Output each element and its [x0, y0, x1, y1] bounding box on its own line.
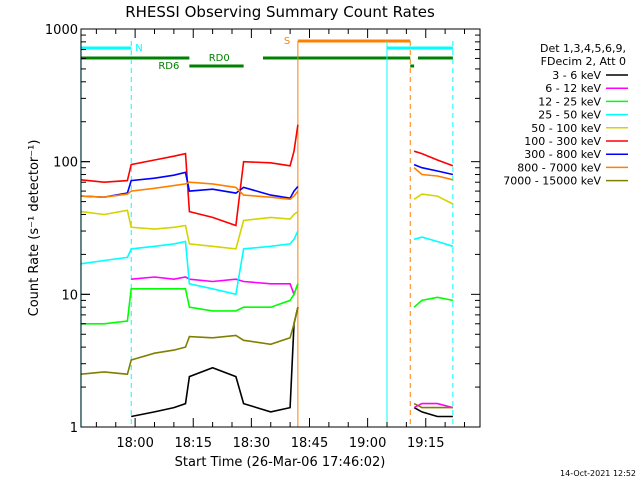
- instrument-flags: N S RD0 RD6: [80, 36, 453, 72]
- series-line-8: [80, 307, 453, 409]
- x-tick-label: 18:30: [233, 436, 270, 451]
- series-line-7: [80, 167, 454, 201]
- legend-entry-label: 12 - 25 keV: [538, 95, 601, 108]
- footer-date: 14-Oct-2021 12:52: [560, 469, 636, 478]
- y-tick-label: 1: [70, 421, 78, 436]
- legend-entry-label: 300 - 800 keV: [524, 148, 601, 161]
- y-tick-label: 1000: [45, 23, 78, 38]
- legend-entry-label: 3 - 6 keV: [552, 69, 601, 82]
- x-tick-label: 18:15: [175, 436, 212, 451]
- legend-header-line-2: FDecim 2, Att 0: [541, 55, 626, 68]
- x-tick-label: 19:00: [349, 436, 386, 451]
- x-tick-label: 18:00: [116, 436, 153, 451]
- legend-entry-label: 7000 - 15000 keV: [503, 175, 601, 188]
- series-line-5: [80, 124, 454, 227]
- saa-flag-label: S: [284, 36, 290, 47]
- series-line-3: [80, 230, 454, 296]
- series-line-4: [80, 193, 454, 250]
- series-lines: [80, 124, 454, 418]
- legend: Det 1,3,4,5,6,9, FDecim 2, Att 0 3 - 6 k…: [503, 42, 628, 188]
- rd0-flag-label: RD0: [209, 53, 230, 64]
- legend-entry-label: 50 - 100 keV: [531, 122, 601, 135]
- x-tick-label: 19:15: [407, 436, 444, 451]
- y-axis-label: Count Rate (s⁻¹ detector⁻¹): [27, 140, 42, 317]
- y-tick-label: 100: [53, 156, 78, 171]
- night-flag-label: N: [135, 43, 142, 54]
- plot-frame: [80, 28, 481, 428]
- chart-title: RHESSI Observing Summary Count Rates: [125, 3, 435, 21]
- x-axis-label: Start Time (26-Mar-06 17:46:02): [175, 455, 386, 470]
- series-line-0: [131, 307, 453, 418]
- series-line-2: [80, 283, 454, 325]
- x-tick-label: 18:45: [291, 436, 328, 451]
- legend-header-line-1: Det 1,3,4,5,6,9,: [540, 42, 626, 55]
- legend-entry-label: 6 - 12 keV: [545, 82, 601, 95]
- y-axis: 1 10 100 1000: [45, 23, 480, 436]
- y-tick-label: 10: [61, 288, 78, 303]
- legend-entry-label: 100 - 300 keV: [524, 135, 601, 148]
- rd6-flag-label: RD6: [158, 61, 179, 72]
- legend-entry-label: 800 - 7000 keV: [517, 161, 601, 174]
- legend-entry-label: 25 - 50 keV: [538, 109, 601, 122]
- x-axis: 18:00 18:15 18:30 18:45 19:00 19:15: [95, 29, 465, 451]
- series-line-6: [80, 163, 454, 200]
